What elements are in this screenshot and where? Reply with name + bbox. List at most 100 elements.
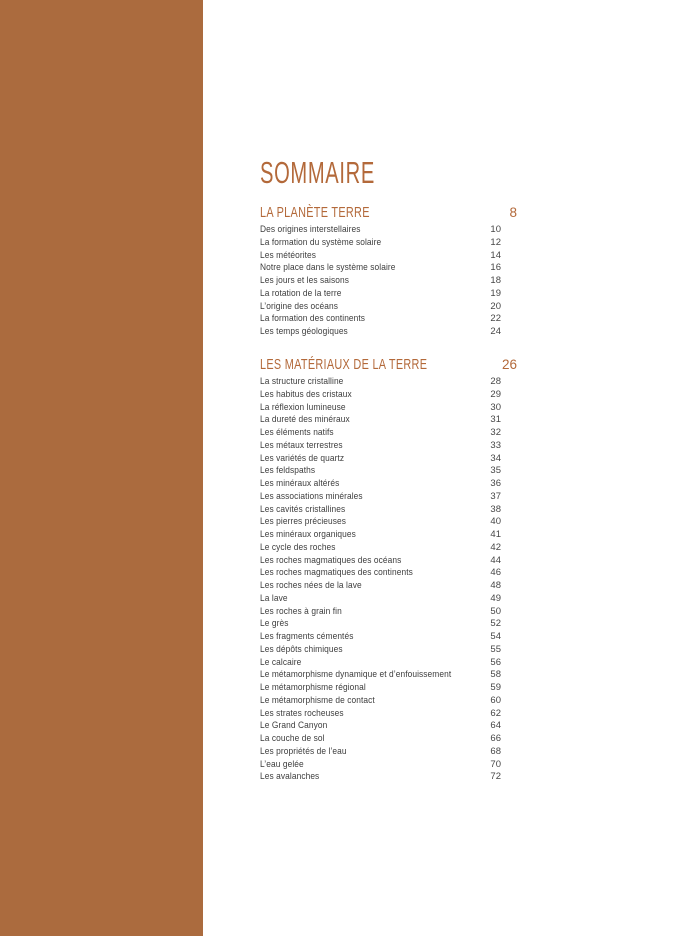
toc-entry-label: Des origines interstellaires (260, 224, 361, 235)
toc-entry: Le métamorphisme dynamique et d’enfouiss… (260, 669, 517, 682)
toc-entry-label: Les roches magmatiques des continents (260, 567, 413, 579)
toc-entry: Le calcaire 56 (260, 657, 517, 670)
toc-entry-label: Les strates rocheuses (260, 707, 344, 719)
toc-entry-page: 14 (490, 249, 501, 261)
toc-section-page: 26 (501, 357, 517, 372)
toc-entry-page: 29 (490, 388, 501, 400)
toc-section-header: LES MATÉRIAUX DE LA TERRE 26 (260, 356, 517, 374)
toc-entry-label: Les éléments natifs (260, 427, 334, 438)
toc-entry: La formation des continents 22 (260, 313, 517, 326)
toc-entry-page: 32 (490, 427, 501, 438)
toc-entry-label: Le métamorphisme dynamique et d’enfouiss… (260, 669, 452, 681)
toc-entry-label: La rotation de la terre (260, 287, 342, 299)
toc-entry-label: Les feldspaths (260, 465, 316, 477)
toc-entry-label: Les météorites (260, 249, 317, 261)
toc-entry-page: 66 (490, 733, 501, 744)
toc-entry-label: Les roches à grain fin (260, 605, 342, 617)
toc-entry-label: La formation du système solaire (260, 236, 382, 248)
toc-entry-label: L’eau gelée (260, 758, 304, 770)
toc-entry: Les métaux terrestres 33 (260, 440, 517, 453)
toc-entry-page: 24 (490, 326, 501, 337)
toc-section-page: 8 (509, 205, 517, 220)
toc-entry-page: 50 (490, 605, 501, 617)
toc-entry: Les éléments natifs 32 (260, 427, 517, 440)
toc-entry: Les habitus des cristaux 29 (260, 389, 517, 402)
toc-entry-label: La structure cristalline (260, 376, 344, 387)
sidebar-band (0, 0, 203, 936)
toc-entry-page: 30 (490, 401, 501, 413)
toc-entry-page: 35 (490, 465, 501, 477)
toc-entry: L’origine des océans 20 (260, 301, 517, 314)
toc-entry-page: 68 (490, 745, 501, 757)
toc-entry-page: 56 (490, 656, 501, 668)
toc-section-la-planete-terre: LA PLANÈTE TERRE 8 Des origines interste… (260, 204, 517, 339)
toc-entry-label: Les associations minérales (260, 490, 363, 502)
toc-entry-page: 12 (490, 236, 501, 248)
toc-entry-page: 64 (490, 720, 501, 732)
toc-entry-page: 42 (490, 541, 501, 553)
toc-section-title: LES MATÉRIAUX DE LA TERRE (260, 357, 428, 373)
toc-entry-page: 48 (490, 580, 501, 591)
toc-entry-label: Les roches nées de la lave (260, 580, 362, 591)
toc-entry: Les roches nées de la lave 48 (260, 580, 517, 593)
toc-entry-page: 22 (490, 313, 501, 325)
toc-entry: Le grès 52 (260, 618, 517, 631)
toc-entry-page: 60 (490, 694, 501, 706)
toc-entry: Les pierres précieuses 40 (260, 516, 517, 529)
toc-entry: Les strates rocheuses 62 (260, 708, 517, 721)
toc-entry-page: 55 (490, 643, 501, 655)
toc-entry: Les roches magmatiques des océans 44 (260, 555, 517, 568)
toc-entry: Les variétés de quartz 34 (260, 453, 517, 466)
toc-entry: Le Grand Canyon 64 (260, 720, 517, 733)
toc-entry-page: 46 (490, 567, 501, 579)
toc-entry: Les cavités cristallines 38 (260, 504, 517, 517)
toc-entry-label: Les variétés de quartz (260, 452, 345, 464)
page-title: SOMMAIRE (260, 155, 375, 190)
toc-section-les-materiaux-de-la-terre: LES MATÉRIAUX DE LA TERRE 26 La structur… (260, 356, 517, 784)
toc-entry-page: 54 (490, 631, 501, 642)
toc-entry: Les propriétés de l’eau 68 (260, 746, 517, 759)
toc-entry-label: Le métamorphisme régional (260, 682, 366, 693)
toc-entry-label: Le calcaire (260, 656, 302, 668)
toc-entry-label: Les habitus des cristaux (260, 388, 352, 400)
toc-entry-label: La couche de sol (260, 733, 325, 744)
toc-entry-list: La structure cristalline 28 Les habitus de… (260, 376, 517, 784)
toc-entry-page: 10 (490, 224, 501, 235)
toc-entry-label: La formation des continents (260, 313, 366, 325)
toc-entry: Les feldspaths 35 (260, 465, 517, 478)
toc-entry: La lave 49 (260, 593, 517, 606)
toc-entry-label: La dureté des minéraux (260, 414, 350, 426)
toc-entry: Les jours et les saisons 18 (260, 275, 517, 288)
toc-entry: La rotation de la terre 19 (260, 288, 517, 301)
toc-entry-label: Les roches magmatiques des océans (260, 554, 402, 566)
toc-entry-label: Les fragments cémentés (260, 631, 354, 642)
toc-entry: Les roches magmatiques des continents 46 (260, 567, 517, 580)
toc-entry-page: 62 (490, 707, 501, 719)
toc-entry: Les avalanches 72 (260, 771, 517, 784)
toc-entry-page: 49 (490, 592, 501, 604)
toc-entry-label: Le métamorphisme de contact (260, 694, 375, 706)
toc-entry: La formation du système solaire 12 (260, 237, 517, 250)
toc-entry-label: Notre place dans le système solaire (260, 262, 396, 274)
toc-entry-label: L’origine des océans (260, 300, 338, 312)
toc-entry: La dureté des minéraux 31 (260, 414, 517, 427)
toc-entry-label: Les minéraux altérés (260, 478, 340, 489)
toc-entry-label: Les avalanches (260, 771, 320, 783)
toc-entry: Le métamorphisme régional 59 (260, 682, 517, 695)
toc-entry: La réflexion lumineuse 30 (260, 402, 517, 415)
toc-entry-page: 44 (490, 554, 501, 566)
toc-entry-page: 41 (490, 529, 501, 540)
toc-entry: Notre place dans le système solaire 16 (260, 262, 517, 275)
toc-entry: L’eau gelée 70 (260, 759, 517, 772)
toc-entry-label: Le grès (260, 618, 289, 630)
toc-entry-page: 28 (490, 376, 501, 387)
toc-entry: Les météorites 14 (260, 250, 517, 263)
toc-entry: La couche de sol 66 (260, 733, 517, 746)
toc-entry-label: Les jours et les saisons (260, 275, 350, 286)
toc-entry-label: Le cycle des roches (260, 541, 336, 553)
toc-entry-page: 52 (490, 618, 501, 630)
toc-entry-label: Les pierres précieuses (260, 516, 347, 528)
toc-entry-label: La lave (260, 592, 288, 604)
toc-entry-page: 18 (490, 275, 501, 286)
toc-entry-page: 19 (490, 287, 501, 299)
